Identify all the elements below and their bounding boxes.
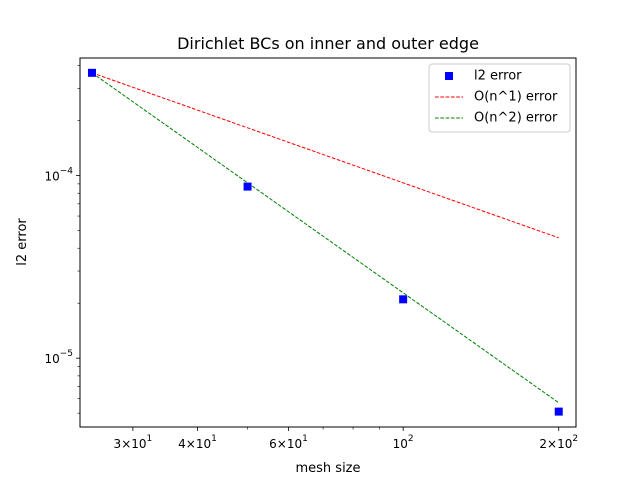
- legend-label: l2 error: [474, 69, 522, 84]
- x-tick-label-times: ×: [186, 437, 196, 451]
- y-tick-label-exponent: −5: [60, 349, 73, 359]
- x-tick-label: 2×102: [539, 434, 578, 451]
- series-line-1: [91, 72, 559, 239]
- x-axis-ticks: 3×101 4×101 6×101 102 2×102: [114, 427, 578, 451]
- legend-box: [428, 63, 571, 133]
- x-tick-label-base-ten: 10: [196, 437, 211, 451]
- chart-title: Dirichlet BCs on inner and outer edge: [177, 34, 479, 53]
- x-tick-label: 3×101: [114, 434, 153, 451]
- x-tick-label-base-ten: 10: [131, 437, 146, 451]
- x-tick-label-base-ten: 10: [557, 437, 572, 451]
- data-point: [87, 68, 96, 77]
- x-tick-label-times: ×: [121, 437, 131, 451]
- y-tick-label-exponent: −4: [60, 166, 74, 176]
- plot-frame: [79, 57, 577, 428]
- x-tick-label-base-ten: 10: [287, 437, 302, 451]
- y-tick-label: 10−5: [44, 349, 73, 366]
- y-tick-label-base-ten: 10: [44, 169, 59, 183]
- x-tick-label-exponent: 1: [147, 434, 153, 444]
- x-tick-label-exponent: 1: [211, 434, 217, 444]
- y-tick-label-base-ten: 10: [44, 352, 59, 366]
- x-tick-label-exponent: 1: [302, 434, 308, 444]
- x-tick-label-exponent: 2: [408, 434, 414, 444]
- y-axis-label: l2 error: [15, 218, 30, 266]
- data-point: [554, 407, 563, 416]
- legend-swatch-marker: [445, 72, 453, 80]
- x-tick-label-times: ×: [277, 437, 287, 451]
- x-tick-label-mantissa: 4: [178, 437, 186, 451]
- data-point: [399, 295, 408, 304]
- legend-label: O(n^1) error: [474, 90, 558, 105]
- x-axis-label: mesh size: [295, 461, 360, 476]
- x-tick-label-mantissa: 2: [539, 437, 547, 451]
- legend: l2 error O(n^1) error O(n^2) error: [428, 63, 571, 133]
- x-tick-label-exponent: 2: [572, 434, 578, 444]
- x-tick-label: 102: [393, 434, 414, 451]
- x-tick-label: 6×101: [269, 434, 308, 451]
- legend-entries: l2 error O(n^1) error O(n^2) error: [435, 69, 558, 126]
- x-tick-label-times: ×: [547, 437, 557, 451]
- x-tick-label: 4×101: [178, 434, 217, 451]
- y-tick-label: 10−4: [44, 166, 73, 183]
- x-tick-label-mantissa: 3: [114, 437, 122, 451]
- x-tick-label-base-ten: 10: [393, 437, 408, 451]
- x-tick-label-mantissa: 6: [269, 437, 277, 451]
- y-axis-ticks: 10−510−4: [44, 65, 80, 414]
- legend-label: O(n^2) error: [474, 111, 558, 126]
- data-point: [243, 182, 252, 191]
- plot-series: [87, 68, 563, 416]
